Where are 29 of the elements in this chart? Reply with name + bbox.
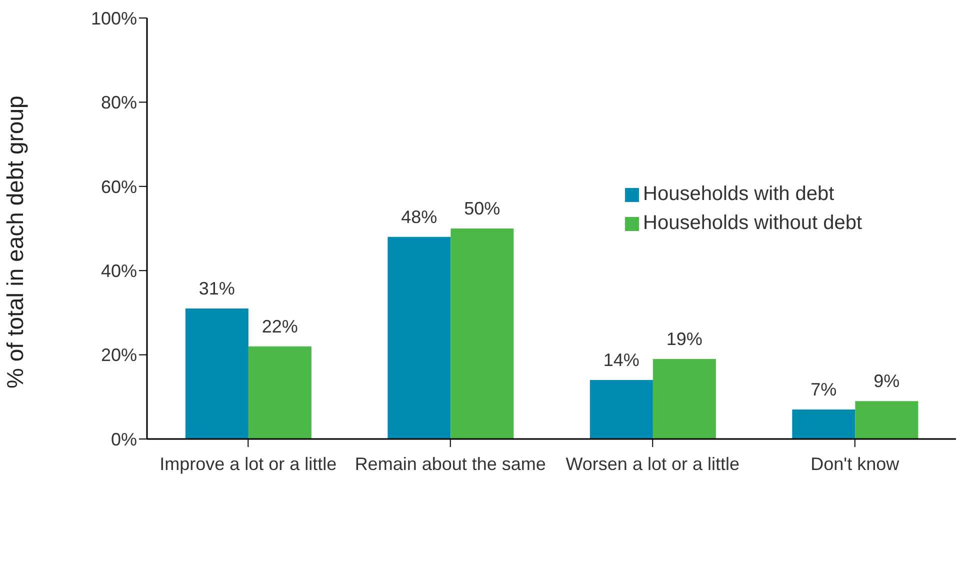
bar (855, 401, 918, 439)
data-label: 14% (603, 350, 640, 370)
data-label: 9% (874, 371, 900, 392)
data-label: 48% (401, 206, 438, 227)
y-tick-label: 60% (100, 176, 137, 197)
x-tick-label: Improve a lot or a little (160, 454, 337, 474)
x-tick-label: Remain about the same (354, 454, 546, 474)
y-tick-label: 100% (90, 8, 137, 28)
y-tick-label: 80% (100, 92, 137, 113)
y-tick-label: 40% (100, 260, 137, 281)
bar (652, 359, 716, 439)
legend-label: Households with debt (642, 182, 836, 207)
bar (590, 380, 653, 439)
bar (450, 228, 514, 439)
legend-label: Households without debt (642, 211, 862, 236)
y-axis-title: % of total in each debt group (2, 96, 28, 388)
data-label: 50% (464, 198, 500, 218)
data-label: 22% (262, 316, 298, 336)
data-label: 19% (666, 329, 702, 350)
y-tick-label: 0% (110, 429, 137, 450)
x-tick-label: Don't know (810, 454, 900, 474)
data-label: 7% (810, 380, 837, 400)
x-tick-label: Worsen a lot or a little (566, 454, 740, 474)
bar (248, 346, 312, 439)
bar (792, 410, 856, 439)
bar (388, 236, 451, 439)
bar (185, 308, 248, 439)
data-label: 31% (198, 278, 235, 298)
y-tick-label: 20% (100, 345, 137, 366)
